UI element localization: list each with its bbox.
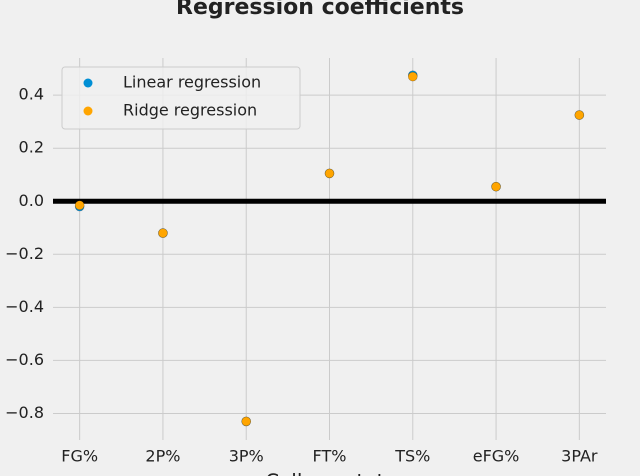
point	[74, 200, 85, 211]
x-tick-label: FG%	[61, 447, 98, 466]
legend-label: Ridge regression	[123, 101, 257, 120]
legend-box	[61, 66, 301, 130]
y-tick-label: −0.8	[5, 403, 44, 422]
legend-marker	[83, 106, 93, 116]
point	[158, 228, 168, 238]
point	[574, 110, 585, 120]
y-tick-label: −0.6	[5, 350, 44, 369]
x-tick-label: 2P%	[145, 447, 180, 466]
chart-title: Regression coefficients	[176, 0, 464, 20]
point	[491, 181, 501, 192]
x-tick-label: eFG%	[473, 447, 520, 466]
x-tick-label: 3P%	[229, 447, 264, 466]
x-tick-label: FT%	[313, 447, 347, 466]
legend-marker	[83, 78, 93, 88]
y-tick-label: 0.4	[19, 85, 44, 104]
y-tick-label: 0.0	[19, 191, 44, 210]
point	[241, 416, 252, 427]
y-tick-label: −0.4	[5, 297, 44, 316]
y-tick-label: 0.2	[19, 138, 44, 157]
point	[324, 168, 335, 179]
legend-label: Linear regression	[123, 73, 261, 92]
y-tick-label: −0.2	[5, 244, 44, 263]
point	[407, 71, 418, 82]
x-axis-label: College stats	[265, 470, 395, 476]
x-tick-label: 3PAr	[561, 447, 598, 466]
x-tick-label: TS%	[394, 447, 430, 466]
